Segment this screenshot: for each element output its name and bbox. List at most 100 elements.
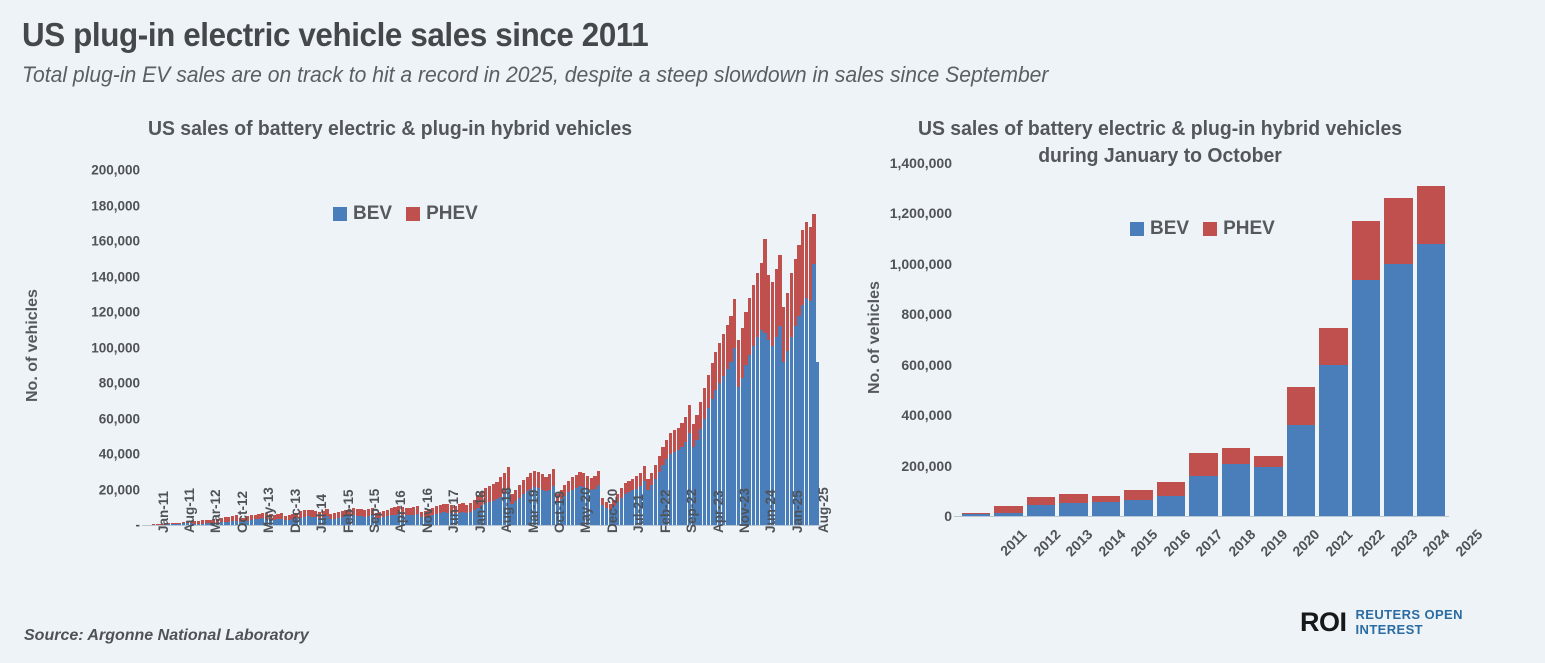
bar-segment-bev	[321, 517, 325, 525]
bar-segment-phev	[193, 521, 197, 524]
bar-segment-phev	[578, 472, 582, 486]
x-tick-label: 2022	[1354, 526, 1388, 560]
y-tick-label: 400,000	[901, 407, 952, 424]
bar-segment-bev	[1416, 243, 1445, 516]
monthly-bar	[332, 513, 337, 525]
bar-segment-phev	[601, 498, 605, 506]
bar-segment-bev	[170, 524, 174, 525]
bar-segment-bev	[234, 520, 239, 525]
bar-segment-bev	[408, 515, 412, 525]
monthly-bar	[536, 471, 541, 525]
legend-label-bev: BEV	[353, 203, 393, 224]
bar-segment-phev	[623, 483, 627, 494]
bar-segment-phev	[710, 363, 714, 399]
bar-segment-phev	[1026, 497, 1056, 506]
bar-segment-phev	[215, 518, 220, 523]
bar-segment-phev	[276, 514, 280, 520]
y-tick-label: 1,000,000	[889, 255, 952, 272]
bar-segment-phev	[808, 226, 812, 302]
bar-segment-phev	[476, 495, 480, 508]
bar-segment-phev	[246, 516, 250, 521]
monthly-bar	[457, 504, 461, 525]
x-tick-label: 2024	[1419, 526, 1453, 560]
bar-segment-phev	[291, 514, 295, 520]
bar-segment-phev	[551, 469, 556, 486]
monthly-bar	[261, 512, 265, 525]
bar-segment-phev	[446, 504, 450, 513]
monthly-bar	[646, 478, 650, 525]
bar-segment-phev	[514, 490, 518, 502]
bar-segment-bev	[635, 488, 639, 525]
bar-segment-bev	[653, 478, 658, 525]
legend-swatch-phev	[406, 207, 421, 221]
annual-bar	[994, 506, 1023, 516]
monthly-bar	[623, 483, 627, 525]
bar-segment-bev	[261, 518, 265, 525]
monthly-bar	[604, 501, 608, 525]
bar-segment-bev	[212, 523, 216, 525]
x-tick-label: Feb-15	[340, 489, 356, 533]
y-tick-label: 160,000	[91, 233, 140, 249]
monthly-bar	[601, 498, 605, 525]
bar-segment-phev	[642, 465, 646, 481]
monthly-bar	[657, 455, 661, 525]
bar-segment-phev	[189, 520, 193, 523]
bar-segment-bev	[306, 516, 310, 525]
bar-segment-phev	[404, 507, 408, 516]
bar-segment-phev	[593, 475, 597, 489]
x-tick-label: 2011	[997, 526, 1030, 559]
bar-segment-bev	[567, 492, 571, 525]
bar-segment-phev	[234, 515, 239, 521]
monthly-bar	[268, 514, 272, 525]
bar-segment-phev	[374, 513, 378, 519]
bar-segment-phev	[567, 480, 571, 493]
annual-y-axis-label: No. of vehicles	[866, 280, 883, 394]
bar-segment-bev	[763, 333, 767, 525]
bar-segment-phev	[740, 328, 744, 378]
monthly-bar	[597, 471, 601, 525]
annual-bar	[1156, 482, 1186, 516]
bar-segment-bev	[325, 516, 329, 525]
monthly-bar	[533, 470, 537, 525]
bar-segment-phev	[1286, 387, 1316, 426]
bar-segment-phev	[786, 292, 790, 352]
x-tick-label: 2021	[1322, 526, 1356, 560]
bar-segment-bev	[548, 489, 552, 525]
monthly-bar	[529, 473, 533, 525]
annual-bar	[1221, 447, 1251, 516]
monthly-bar	[567, 480, 571, 525]
bar-segment-phev	[197, 521, 201, 524]
bar-segment-bev	[812, 264, 816, 525]
x-tick-label: Nov-16	[419, 487, 435, 533]
monthly-bar	[804, 221, 809, 525]
bar-segment-phev	[378, 512, 382, 518]
bar-segment-bev	[1124, 499, 1153, 516]
monthly-bar	[502, 473, 507, 525]
monthly-bar	[563, 485, 567, 525]
monthly-bar	[487, 485, 491, 525]
monthly-bar	[215, 518, 220, 525]
bar-segment-phev	[351, 507, 356, 516]
annual-bar	[1319, 328, 1348, 516]
bar-segment-phev	[797, 244, 801, 316]
annual-bar	[1124, 489, 1153, 516]
bar-segment-phev	[208, 519, 212, 524]
bar-segment-phev	[755, 272, 759, 337]
monthly-chart-title: US sales of battery electric & plug-in h…	[147, 118, 633, 140]
monthly-bar	[366, 509, 371, 525]
bar-segment-phev	[770, 281, 775, 346]
bar-segment-bev	[344, 516, 348, 525]
monthly-bar	[178, 522, 182, 525]
bar-segment-bev	[721, 375, 726, 525]
monthly-bar	[283, 516, 288, 525]
bar-segment-bev	[1059, 503, 1088, 516]
bar-segment-phev	[484, 488, 488, 504]
monthly-bar	[570, 477, 575, 525]
y-tick-label: 20,000	[98, 482, 140, 497]
bar-segment-phev	[635, 476, 639, 489]
bar-segment-phev	[321, 510, 325, 518]
monthly-bar	[355, 508, 359, 525]
bar-segment-phev	[272, 514, 276, 520]
monthly-bar	[786, 292, 790, 525]
bar-segment-bev	[710, 398, 714, 525]
